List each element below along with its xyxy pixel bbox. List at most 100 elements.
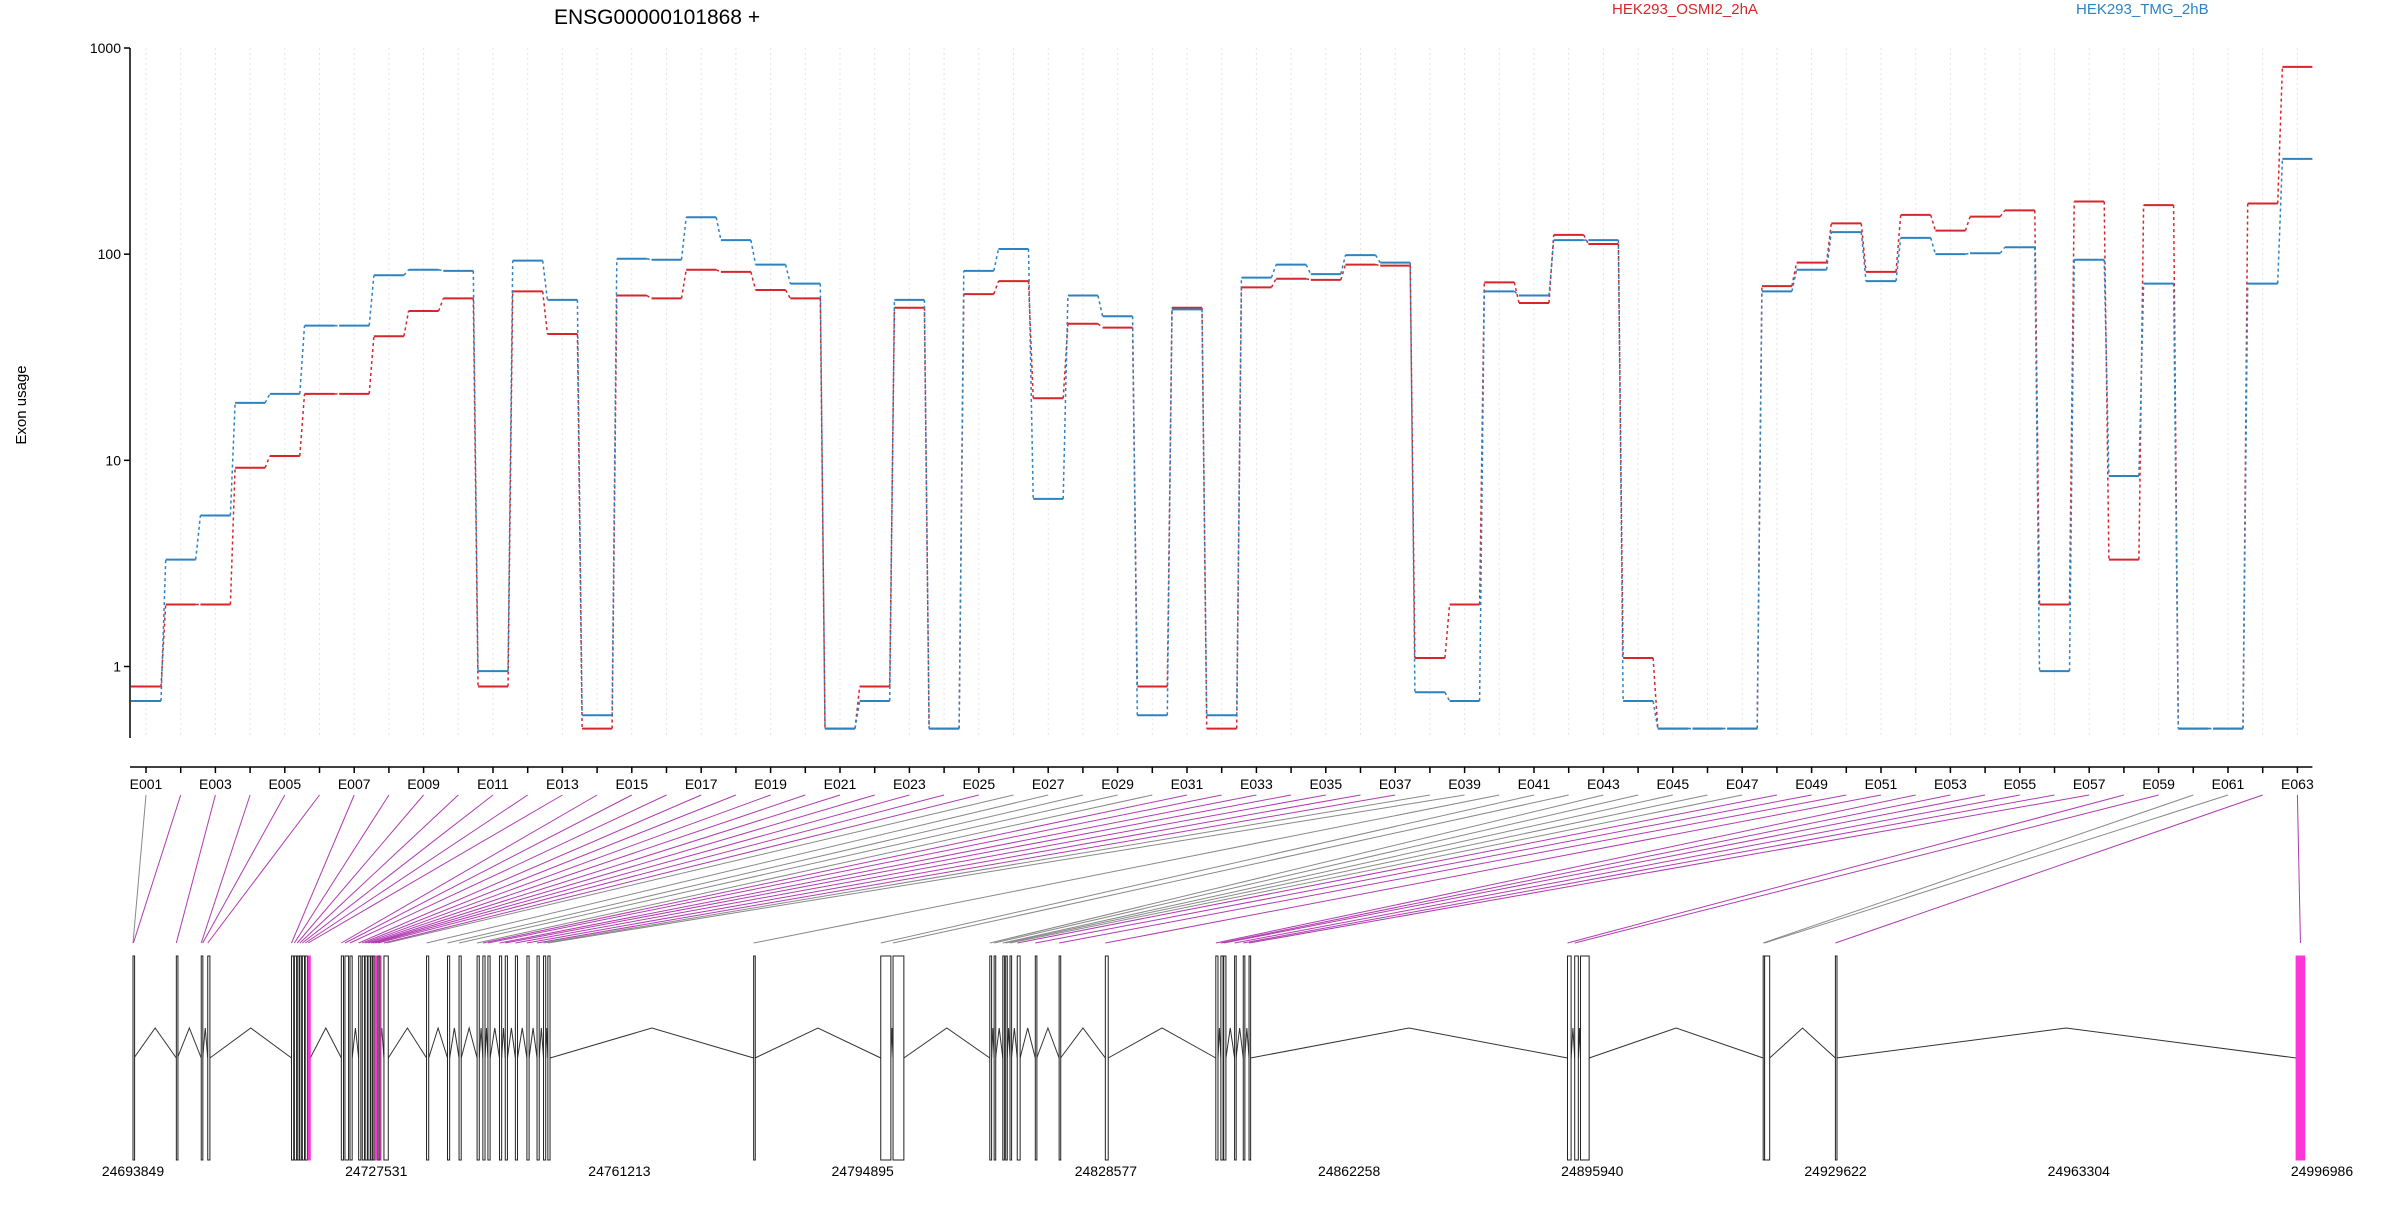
gene-exon (296, 955, 300, 1161)
intron-line (478, 1027, 484, 1059)
exon-link-E028 (447, 794, 1084, 944)
exon-link-E025 (383, 794, 979, 944)
series-1-connector (1999, 246, 2006, 254)
gene-exon (1248, 955, 1252, 1161)
exon-link-E006 (207, 794, 320, 944)
x-tick-label: E011 (477, 776, 509, 792)
series-0-connector (1791, 262, 1798, 287)
intron-line (1250, 1027, 1568, 1059)
series-1-connector (1825, 231, 1833, 270)
intron-line (549, 1027, 754, 1059)
series-1-connector (750, 239, 757, 265)
series-0-connector (993, 280, 1000, 295)
intron-line (309, 1026, 342, 1059)
exon-link-E045 (1002, 794, 1673, 944)
gene-exon (349, 955, 353, 1161)
exon-link-E022 (372, 794, 875, 944)
gene-exon (1016, 955, 1021, 1161)
exon-link-E032 (487, 794, 1222, 944)
gene-exon (1009, 955, 1013, 1161)
series-1-connector (264, 393, 271, 404)
gene-exon (536, 955, 540, 1161)
series-0-connector (1652, 657, 1659, 729)
x-tick-label: E059 (2142, 776, 2175, 792)
series-0-connector (1270, 278, 1277, 288)
series-1-connector (2068, 259, 2075, 672)
exon-link-E008 (293, 794, 390, 944)
x-tick-label: E005 (268, 776, 301, 792)
exon-link-E054 (1223, 794, 1986, 944)
gene-exon (1223, 955, 1227, 1161)
series-1-connector (472, 270, 479, 672)
y-axis-label: Exon usage (13, 365, 30, 444)
series-0-connector (646, 294, 652, 300)
intron-line (202, 1027, 209, 1059)
series-0-connector (2034, 210, 2041, 605)
x-tick-label: E019 (754, 776, 787, 792)
gene-exon (370, 955, 374, 1161)
exon-link-E027 (426, 794, 1049, 944)
series-0-connector (160, 604, 167, 687)
series-0-connector (680, 269, 687, 299)
gene-exon (753, 955, 756, 1161)
exon-link-E044 (994, 794, 1639, 944)
exon-link-E017 (358, 794, 702, 944)
exon-link-E001 (132, 794, 147, 944)
exon-link-E040 (753, 794, 1500, 944)
gene-exon (291, 955, 295, 1161)
x-tick-label: E009 (407, 776, 440, 792)
intron-line (1769, 1027, 1836, 1059)
y-tick-label: 1 (113, 659, 121, 675)
exon-link-E057 (1248, 794, 2090, 944)
intron-line (1060, 1027, 1106, 1059)
exon-link-E037 (536, 794, 1396, 944)
series-1-connector (819, 283, 826, 729)
series-1-connector (993, 248, 1000, 272)
gene-exon (344, 955, 350, 1161)
gene-exon (367, 955, 371, 1161)
series-1-connector (611, 258, 618, 716)
exon-link-E018 (362, 794, 737, 944)
series-1-connector (1097, 295, 1104, 317)
gene-exon (547, 955, 551, 1161)
y-tick-label: 1000 (90, 40, 121, 56)
x-tick-label: E037 (1379, 776, 1412, 792)
grid-lines (145, 48, 2298, 738)
intron-line (1010, 1027, 1018, 1059)
x-tick-label: E033 (1240, 776, 1273, 792)
intron-line (176, 1026, 202, 1059)
exon-link-E011 (302, 794, 494, 944)
exon-link-E033 (499, 794, 1257, 944)
exon-link-E029 (458, 794, 1118, 944)
series-1-connector (507, 260, 514, 672)
series-1-connector (1513, 290, 1520, 297)
series-0-connector (576, 333, 583, 729)
gene-exon (1058, 955, 1062, 1161)
exon-link-E015 (344, 794, 633, 944)
series-0-connector (784, 289, 791, 299)
exon-link-E014 (341, 794, 598, 944)
series-0-connector (541, 291, 549, 335)
intron-line (1107, 1027, 1217, 1059)
x-tick-label: E041 (1518, 776, 1551, 792)
exon-link-E026 (386, 794, 1014, 944)
gene-exon (364, 955, 368, 1161)
gene-exon (372, 955, 376, 1161)
gene-exon (304, 955, 308, 1161)
gene-exon (993, 955, 997, 1161)
exon-link-E002 (132, 794, 182, 944)
exon-link-E062 (1835, 794, 2263, 944)
gene-exon (892, 955, 905, 1161)
gene-exon (207, 955, 211, 1161)
x-tick-label: E013 (546, 776, 579, 792)
exon-link-E024 (378, 794, 945, 944)
series-1-connector (715, 217, 722, 241)
exon-link-E009 (296, 794, 424, 944)
y-tick-label: 100 (98, 246, 122, 262)
exon-link-E059 (1574, 794, 2159, 944)
coordinate-tick-label: 24761213 (588, 1163, 651, 1179)
gene-exon (200, 955, 204, 1161)
coordinate-tick-label: 24996986 (2291, 1163, 2354, 1179)
